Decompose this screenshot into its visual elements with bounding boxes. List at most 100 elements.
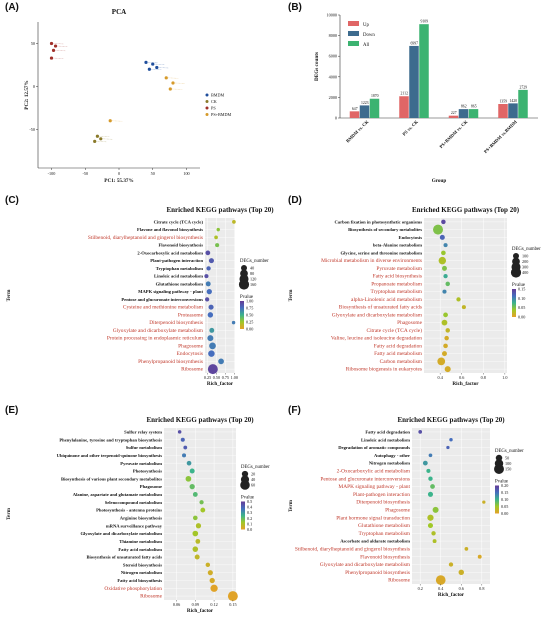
x-tick-label: -50 — [82, 171, 88, 176]
size-legend-marker — [241, 265, 247, 271]
bubble-point — [195, 523, 202, 529]
pca-point — [53, 44, 58, 48]
y-tick-label: 8000 — [329, 33, 337, 38]
term-label: Biosynthesis of unsaturated fatty acids — [86, 555, 162, 560]
color-legend-label: 1.00 — [246, 299, 253, 304]
term-label: Ribosome biogenesis in eukaryotes — [346, 367, 422, 373]
term-label: Nitrogen metabolism — [121, 570, 162, 575]
y-axis-label: Term — [6, 289, 12, 302]
term-label: Microbial metabolism in diverse environm… — [321, 258, 422, 264]
y-axis-label: Term — [6, 507, 12, 520]
bubble-point — [456, 297, 461, 302]
color-legend-label: 0.15 — [501, 490, 508, 495]
pca-point — [51, 48, 56, 52]
bar — [399, 96, 409, 118]
bubble-point — [448, 562, 454, 567]
bar-value-label: 6997 — [410, 41, 418, 45]
size-legend-label: 160 — [250, 282, 256, 287]
term-label: Ubiquinone and other terpenoid-quinone b… — [57, 453, 163, 458]
x-tick-label: 0.2 — [418, 586, 423, 591]
bar — [468, 109, 479, 118]
term-label: Ascorbate and aldarate metabolism — [340, 539, 410, 544]
bubble-point — [427, 522, 434, 529]
color-legend-bar — [240, 301, 244, 329]
term-label: Phagosome — [385, 508, 410, 514]
term-label: Cysteine and methionine metabolism — [123, 305, 204, 311]
pca-point-tag — [174, 82, 186, 84]
pca-point-tag — [168, 77, 179, 79]
bubble-point — [204, 274, 209, 279]
bar-value-label: 862 — [461, 105, 467, 109]
term-label: Carbon fixation in photosynthetic organi… — [334, 219, 422, 224]
term-label: Phenylpropanoid biosynthesis — [345, 570, 410, 576]
color-legend-label: 0.00 — [501, 511, 508, 516]
term-label: Pyruvate metabolism — [376, 266, 422, 272]
pca-point — [164, 76, 168, 80]
bubble-point — [437, 357, 446, 366]
legend-swatch — [348, 21, 359, 26]
bubble-point — [446, 445, 450, 450]
chart-title: Enriched KEGG pathways (Top 20) — [166, 206, 274, 214]
term-label: Protein processing in endoplasmic reticu… — [107, 336, 204, 342]
pca-point — [168, 87, 172, 91]
pca-point-tag — [151, 69, 162, 70]
x-tick-label: 100 — [183, 171, 189, 176]
bubble-point — [435, 575, 446, 585]
term-label: Plant-pathogen interaction — [353, 492, 410, 498]
size-legend-title: DEGs_number — [495, 449, 524, 454]
term-label: Glyoxylate and dicarboxylate metabolism — [320, 562, 411, 568]
bubble-point — [442, 351, 447, 357]
bubble-point — [426, 468, 431, 473]
y-axis-label: Term — [288, 499, 294, 512]
bubble-point — [464, 547, 469, 551]
x-tick-label: 0.8 — [479, 586, 484, 591]
size-legend-marker — [513, 253, 519, 259]
bubble-point — [186, 460, 192, 466]
term-label: Fatty acid biosynthesis — [373, 274, 422, 280]
bubble-point — [438, 256, 447, 265]
size-legend-label: 40 — [251, 477, 255, 482]
bubble-point — [209, 327, 215, 333]
term-label: Ribosome — [140, 594, 162, 600]
term-label: Stilbenoid, diarylheptanoid and gingerol… — [88, 235, 203, 241]
color-legend-label: 0.50 — [246, 313, 253, 318]
bubble-point — [205, 562, 211, 568]
bubble-point — [445, 281, 450, 287]
term-label: Phagosome — [178, 343, 203, 349]
term-label: Tryptophan metabolism — [371, 289, 423, 295]
size-legend-label: 100 — [505, 461, 511, 466]
legend-marker — [205, 100, 209, 103]
pca-point — [49, 41, 54, 46]
x-axis-label: Rich_factor — [187, 608, 214, 614]
term-label: Pentose and glucuronate interconversions — [320, 476, 410, 482]
y-axis-label: Term — [288, 289, 294, 302]
bubble-point — [428, 453, 433, 458]
pca-point-tag — [112, 120, 123, 122]
x-tick-label: 1.0 — [502, 375, 507, 380]
bubble-point — [441, 319, 448, 326]
color-legend-title: Pvalue — [240, 295, 253, 300]
term-label: Flavonoid biosynthesis — [360, 554, 410, 560]
bubble-point — [200, 507, 206, 513]
term-label: beta-Alanine metabolism — [373, 243, 422, 248]
bar — [359, 105, 370, 118]
size-legend-label: 300 — [522, 265, 528, 270]
chart-title: Enriched KEGG pathways (Top 20) — [412, 206, 520, 214]
term-label: Fatty acid biosynthesis — [117, 578, 162, 583]
pca-point — [99, 137, 103, 141]
bar-value-label: 647 — [352, 107, 358, 111]
bar — [349, 111, 360, 118]
term-label: Tryptophan metabolism — [359, 531, 411, 537]
bubble-point — [443, 312, 448, 318]
term-label: Diterpenoid biosynthesis — [149, 320, 203, 326]
y-axis-label: DEGs counts — [314, 52, 320, 81]
size-legend-label: 80 — [250, 271, 254, 276]
color-legend-label: 0.10 — [518, 296, 525, 301]
bubble-point — [207, 335, 214, 342]
legend-swatch — [348, 31, 359, 36]
x-tick-label: 0.8 — [481, 375, 486, 380]
color-legend-label: 0.00 — [246, 327, 253, 332]
bar — [419, 24, 429, 118]
